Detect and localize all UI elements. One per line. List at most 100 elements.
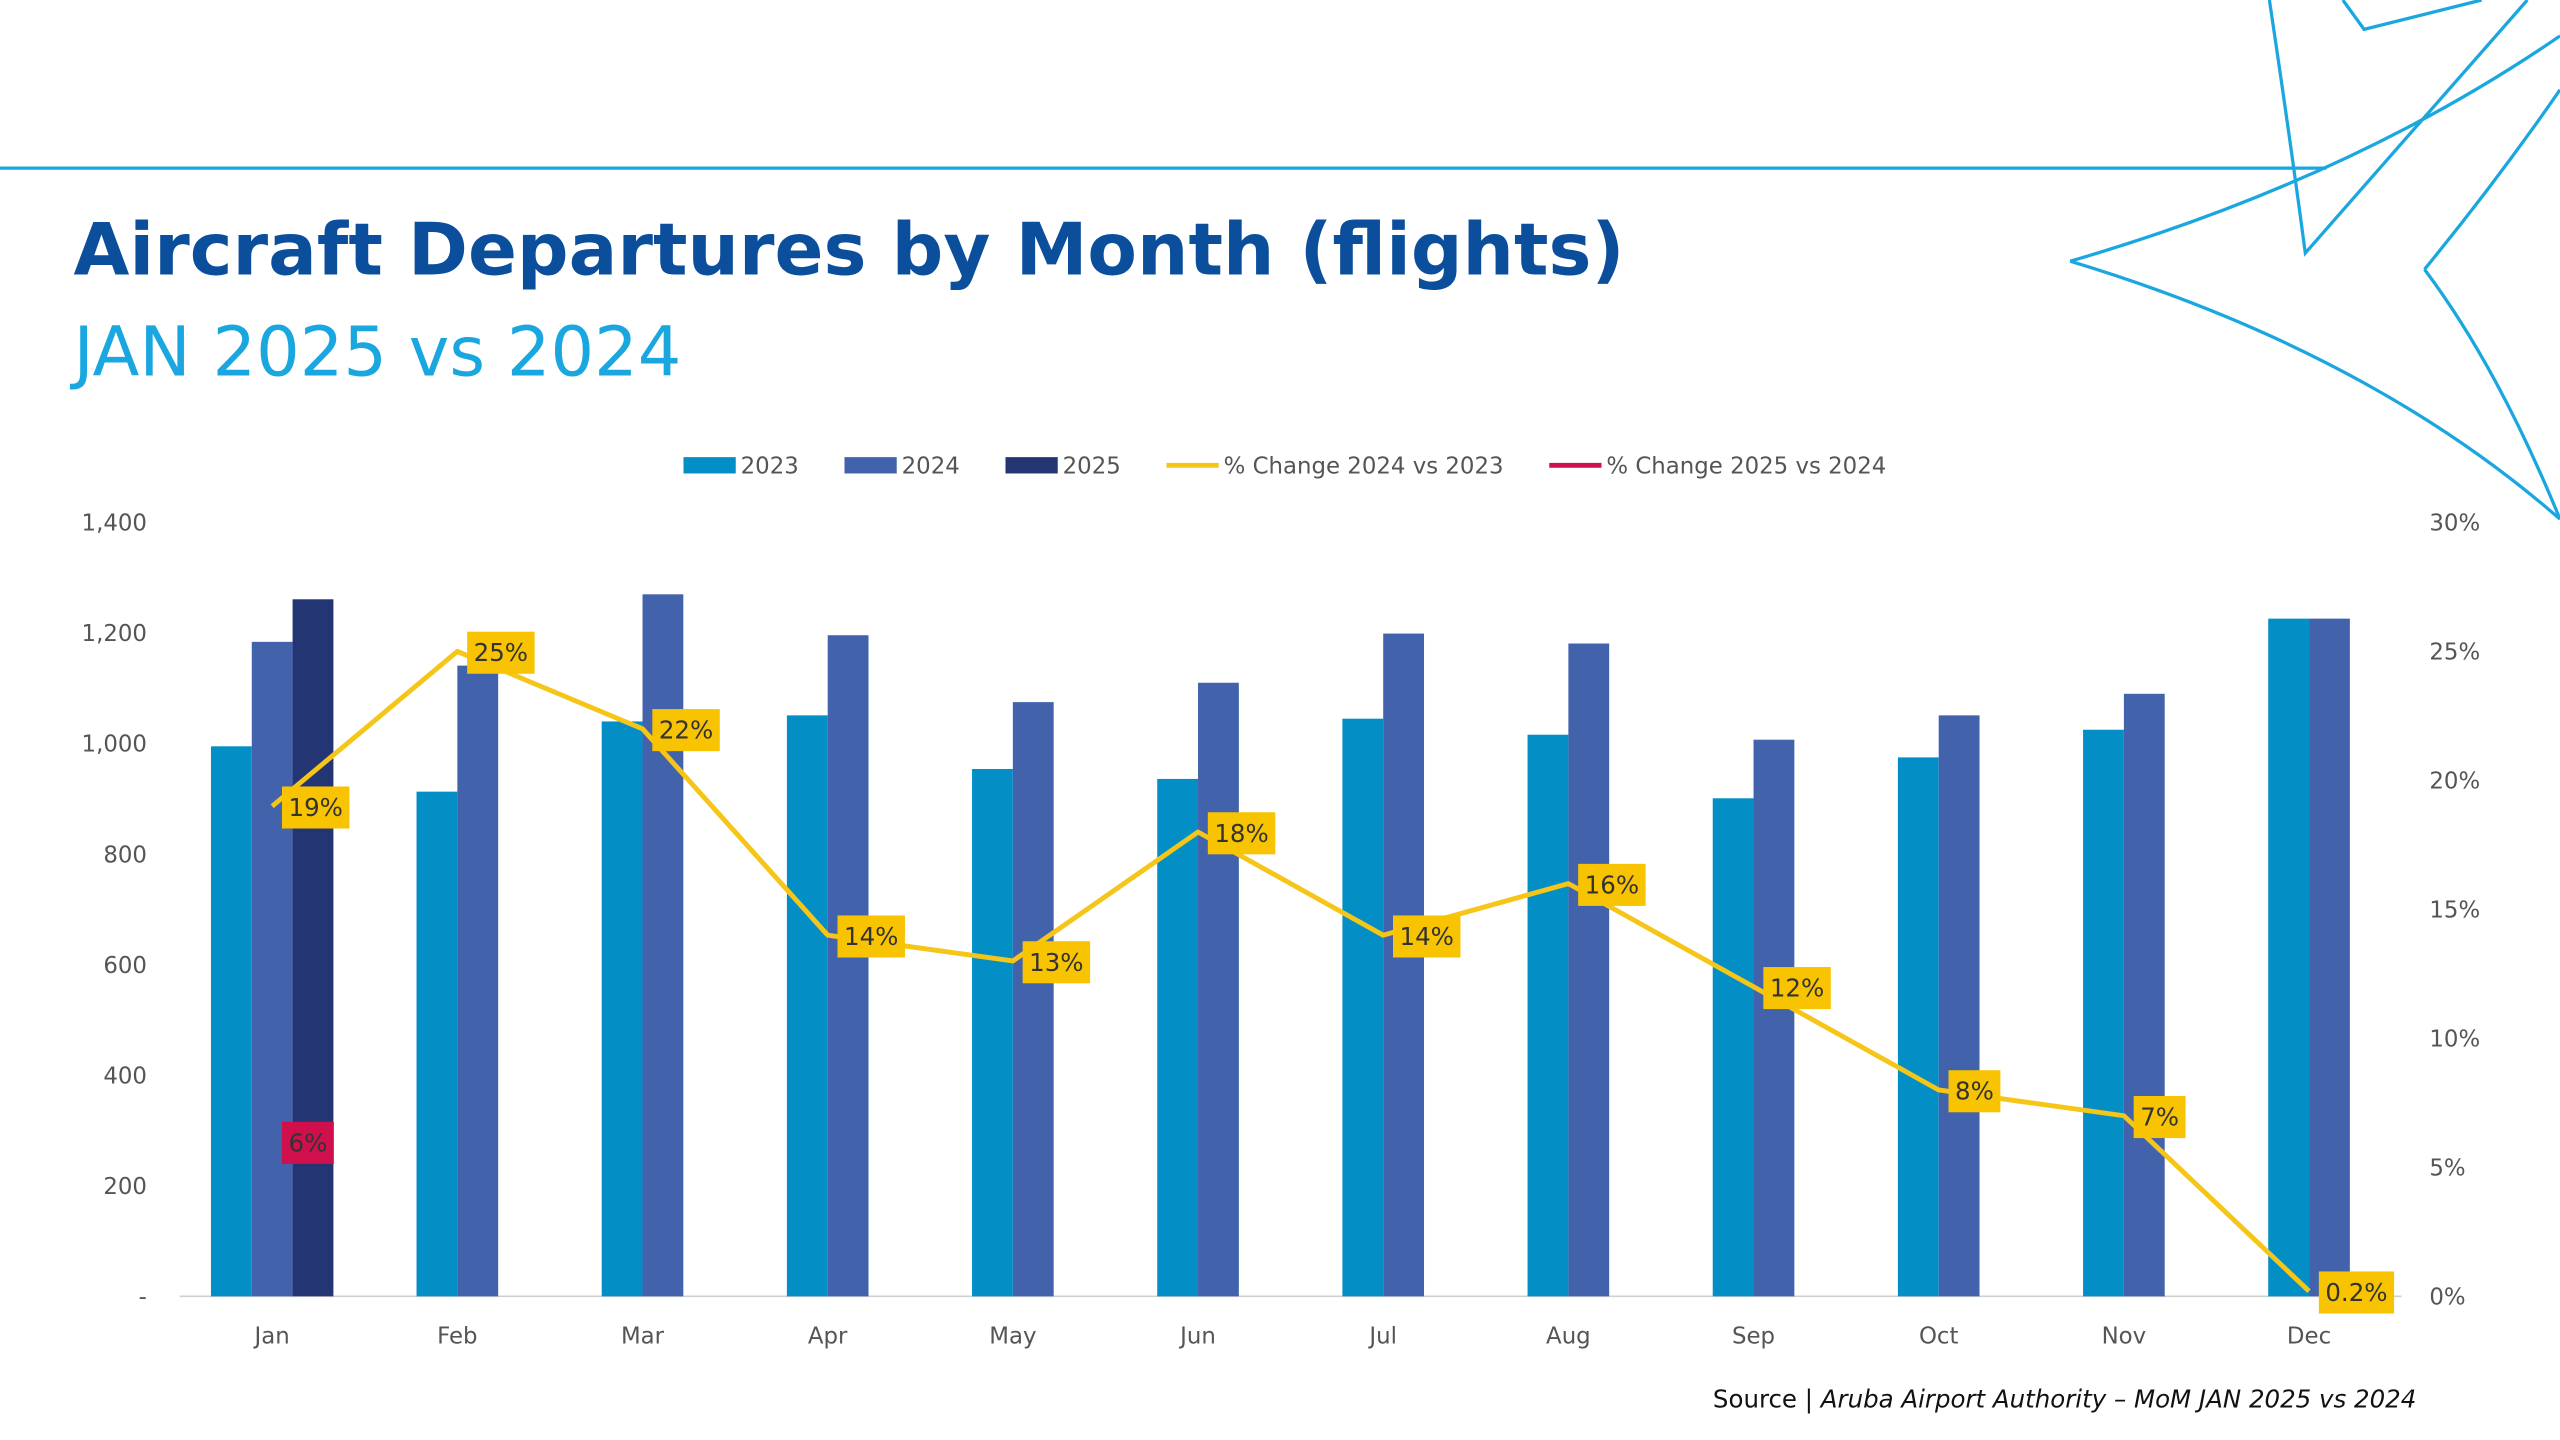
data-label-box <box>1392 915 1461 958</box>
x-tick-label: Nov <box>2102 1324 2147 1350</box>
x-tick-label: Aug <box>1546 1324 1591 1350</box>
plot: - 200 400 600 800 1,000 1,200 1,400 0% 5% 10% 15% 20… <box>82 453 2481 1349</box>
data-label-box <box>1022 941 1091 984</box>
legend-item: % Change 2024 vs 2023 <box>1166 453 1504 479</box>
y2-tick-label: 20% <box>2429 769 2480 795</box>
data-label: 14% <box>1392 915 1461 958</box>
data-label-box <box>652 709 720 752</box>
data-label-text: 8% <box>1955 1077 1994 1106</box>
bar <box>2309 618 2350 1297</box>
y2-tick-label: 30% <box>2429 511 2480 537</box>
data-label-text: 19% <box>289 793 343 822</box>
data-label-text: 18% <box>1214 819 1268 848</box>
source: Source | Aruba Airport Authority – MoM J… <box>1713 1384 2416 1413</box>
bar <box>292 599 334 1297</box>
data-label: 8% <box>1948 1070 2001 1113</box>
bar <box>2268 618 2310 1297</box>
data-label-box <box>1207 812 1276 855</box>
bar <box>642 594 684 1297</box>
data-label-box <box>2318 1271 2395 1314</box>
y2-tick-label: 5% <box>2429 1156 2465 1182</box>
x-tick-label: Mar <box>621 1324 665 1350</box>
bar <box>1712 798 1754 1297</box>
data-label-text: 13% <box>1029 948 1083 977</box>
y2-tick-label: 25% <box>2429 640 2480 666</box>
data-label: 12% <box>1763 967 1831 1010</box>
x-tick-label: Apr <box>808 1324 848 1350</box>
data-label: 0.2% <box>2318 1271 2395 1314</box>
y2-tick-label: 0% <box>2429 1284 2465 1310</box>
data-label-box <box>467 631 535 674</box>
bar <box>786 715 828 1297</box>
legend: 2023 2024 2025 % Change 2024 vs 2023 % Chang… <box>683 453 1886 479</box>
y2-tick-label: 15% <box>2429 898 2480 924</box>
data-label-text: 6% <box>289 1128 328 1157</box>
legend-item: 2023 <box>683 453 799 479</box>
y-tick-label: - <box>139 1284 147 1310</box>
x-tick-label: May <box>989 1324 1036 1350</box>
data-label-box <box>1948 1070 2001 1113</box>
y-tick-label: 600 <box>103 953 147 979</box>
data-label-box <box>2133 1096 2186 1139</box>
bar <box>1157 778 1199 1297</box>
bar <box>2083 729 2124 1297</box>
bar <box>1342 718 1384 1297</box>
legend-label: % Change 2024 vs 2023 <box>1224 453 1504 479</box>
x-tick-label: Sep <box>1732 1324 1775 1350</box>
bar <box>1568 643 1610 1297</box>
data-label-text: 16% <box>1585 870 1639 899</box>
y-tick-label: 1,400 <box>82 511 147 537</box>
data-label-text: 25% <box>474 638 528 667</box>
bar <box>457 665 499 1297</box>
legend-label: 2024 <box>902 453 960 479</box>
data-label-text: 12% <box>1770 974 1824 1003</box>
x-tick-label: Feb <box>437 1324 477 1350</box>
bar <box>210 746 252 1297</box>
title: Aircraft Departures by Month (flights) <box>73 207 1624 291</box>
data-label-box <box>281 786 350 829</box>
bar <box>416 791 458 1297</box>
legend-label: % Change 2025 vs 2024 <box>1606 453 1886 479</box>
y-tick-label: 1,200 <box>82 621 147 647</box>
data-label-box <box>281 1121 334 1164</box>
data-label: 16% <box>1578 863 1646 906</box>
y2-tick-label: 10% <box>2429 1027 2480 1053</box>
source-text: Aruba Airport Authority – MoM JAN 2025 v… <box>1819 1384 2417 1413</box>
bar <box>1198 682 1239 1297</box>
x-tick-label: Jun <box>1178 1324 1216 1350</box>
subtitle: JAN 2025 vs 2024 <box>69 313 681 393</box>
data-label: 18% <box>1207 812 1276 855</box>
legend-swatch <box>683 457 736 474</box>
legend-label: 2025 <box>1063 453 1121 479</box>
data-label: 19% <box>281 786 350 829</box>
bar <box>1753 739 1795 1297</box>
bar <box>1383 633 1425 1297</box>
data-label: 7% <box>2133 1096 2186 1139</box>
data-label-text: 0.2% <box>2325 1278 2387 1307</box>
y-tick-label: 1,000 <box>82 732 147 758</box>
legend-swatch <box>1005 457 1058 474</box>
data-label-text: 14% <box>844 922 898 951</box>
bar <box>2123 693 2165 1297</box>
legend-swatch <box>844 457 897 474</box>
bar <box>251 641 293 1297</box>
data-label: 13% <box>1022 941 1091 984</box>
data-label-box <box>1763 967 1831 1010</box>
bar <box>1897 757 1939 1297</box>
bar <box>972 768 1013 1297</box>
y-tick-label: 800 <box>103 842 147 868</box>
legend-item: 2024 <box>844 453 960 479</box>
legend-item: 2025 <box>1005 453 1121 479</box>
x-tick-label: Jul <box>1367 1324 1397 1350</box>
x-tick-label: Oct <box>1919 1324 1959 1350</box>
data-label-box <box>837 915 905 958</box>
bar <box>1938 715 1980 1297</box>
bar <box>601 721 643 1297</box>
data-label: 6% <box>281 1121 334 1164</box>
decoration <box>0 0 2560 521</box>
y-tick-label: 200 <box>103 1174 147 1200</box>
data-label-text: 14% <box>1400 922 1454 951</box>
legend-item: % Change 2025 vs 2024 <box>1549 453 1886 479</box>
